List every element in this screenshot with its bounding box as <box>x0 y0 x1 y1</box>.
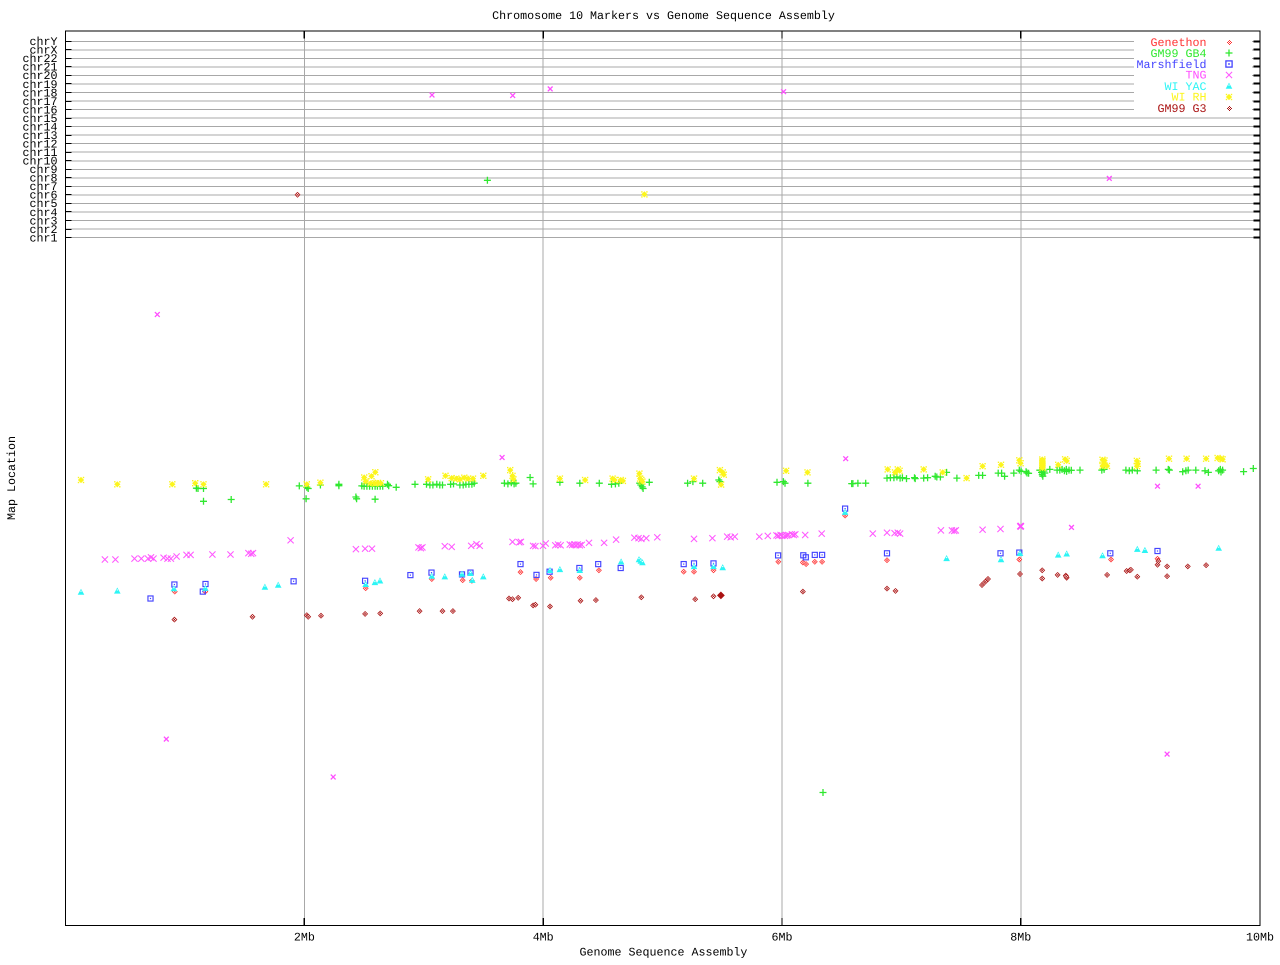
svg-text:Marshfield: Marshfield <box>1137 58 1207 72</box>
svg-text:4Mb: 4Mb <box>533 931 554 945</box>
svg-text:chr4: chr4 <box>30 206 58 220</box>
svg-text:2Mb: 2Mb <box>294 931 315 945</box>
svg-text:chr16: chr16 <box>23 103 58 117</box>
svg-text:chrY: chrY <box>30 35 58 49</box>
svg-text:chr7: chr7 <box>30 180 58 194</box>
svg-text:GM99 G3: GM99 G3 <box>1158 102 1207 116</box>
svg-text:Genome Sequence Assembly: Genome Sequence Assembly <box>580 946 748 960</box>
svg-text:10Mb: 10Mb <box>1246 931 1274 945</box>
svg-text:chr11: chr11 <box>23 146 58 160</box>
svg-text:TNG: TNG <box>1186 69 1207 83</box>
svg-text:chr9: chr9 <box>30 163 58 177</box>
svg-text:8Mb: 8Mb <box>1010 931 1031 945</box>
svg-text:chr10: chr10 <box>23 155 58 169</box>
svg-text:chr14: chr14 <box>23 120 58 134</box>
svg-text:chr6: chr6 <box>30 189 58 203</box>
svg-text:6Mb: 6Mb <box>772 931 793 945</box>
svg-text:chr21: chr21 <box>23 61 58 75</box>
svg-text:chr18: chr18 <box>23 86 58 100</box>
svg-text:Map Location: Map Location <box>5 436 19 520</box>
svg-text:chr22: chr22 <box>23 52 58 66</box>
svg-text:WI YAC: WI YAC <box>1165 80 1207 94</box>
svg-text:chr12: chr12 <box>23 138 58 152</box>
svg-text:GM99 GB4: GM99 GB4 <box>1151 47 1207 61</box>
svg-text:chr8: chr8 <box>30 172 58 186</box>
svg-text:chr13: chr13 <box>23 129 58 143</box>
svg-text:Chromosome 10 Markers vs Genom: Chromosome 10 Markers vs Genome Sequence… <box>492 9 835 23</box>
svg-text:chr3: chr3 <box>30 214 58 228</box>
svg-text:chr15: chr15 <box>23 112 58 126</box>
svg-text:chr19: chr19 <box>23 78 58 92</box>
svg-text:chr20: chr20 <box>23 69 58 83</box>
svg-text:chrX: chrX <box>30 44 58 58</box>
svg-text:Genethon: Genethon <box>1151 36 1207 50</box>
svg-text:chr17: chr17 <box>23 95 58 109</box>
svg-text:chr5: chr5 <box>30 197 58 211</box>
svg-text:WI RH: WI RH <box>1172 91 1207 105</box>
svg-text:chr2: chr2 <box>30 223 58 237</box>
svg-text:chr1: chr1 <box>30 231 58 245</box>
